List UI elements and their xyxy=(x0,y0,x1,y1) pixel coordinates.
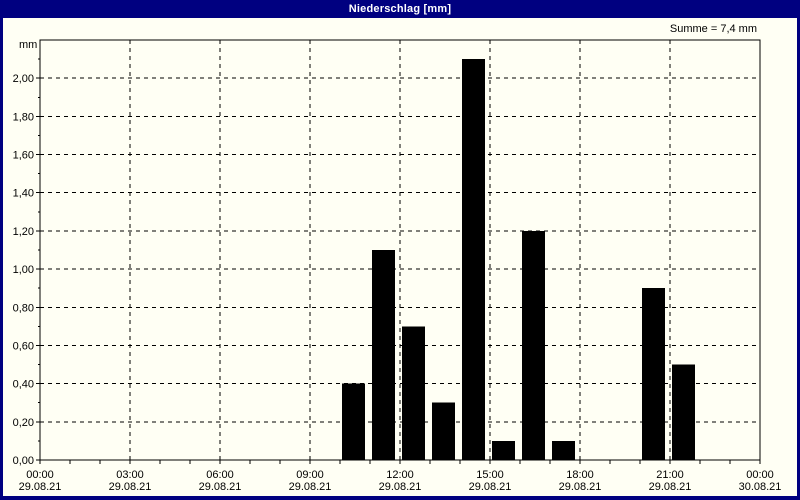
x-time-label: 15:00 xyxy=(476,469,504,481)
x-date-label: 29.08.21 xyxy=(109,481,152,493)
gridlines xyxy=(40,40,760,460)
x-date-label: 29.08.21 xyxy=(379,481,422,493)
bar xyxy=(342,383,365,460)
x-date-label: 29.08.21 xyxy=(649,481,692,493)
title-bar: Niederschlag [mm] xyxy=(0,0,800,18)
y-tick-label: 2,00 xyxy=(13,73,34,85)
x-time-label: 03:00 xyxy=(116,469,144,481)
y-tick-label: 1,00 xyxy=(13,264,34,276)
x-time-label: 12:00 xyxy=(386,469,414,481)
chart-area: Summe = 7,4 mm mm 0,00 0,20 0,40 0,60 0,80 1,… xyxy=(3,18,797,496)
bar xyxy=(522,230,545,460)
x-date-label: 29.08.21 xyxy=(199,481,242,493)
bar xyxy=(642,288,665,460)
y-tick-label: 0,00 xyxy=(13,455,34,467)
y-tick-label: 1,20 xyxy=(13,226,34,238)
window-title: Niederschlag [mm] xyxy=(348,3,452,15)
x-time-label: 21:00 xyxy=(656,469,684,481)
y-tick-label: 1,80 xyxy=(13,111,34,123)
y-axis-unit-label: mm xyxy=(19,39,38,51)
x-date-label: 30.08.21 xyxy=(739,481,782,493)
y-tick-label: 0,20 xyxy=(13,417,34,429)
bar xyxy=(432,402,455,460)
bar xyxy=(492,440,515,460)
y-tick-label: 0,60 xyxy=(13,340,34,352)
bar xyxy=(402,326,425,460)
y-tick-label: 1,60 xyxy=(13,150,34,162)
bar xyxy=(672,364,695,460)
bar xyxy=(462,59,485,460)
y-tick-label: 1,40 xyxy=(13,188,34,200)
x-time-label: 18:00 xyxy=(566,469,594,481)
bar xyxy=(552,440,575,460)
x-time-label: 00:00 xyxy=(26,469,54,481)
bar xyxy=(372,250,395,460)
x-date-label: 29.08.21 xyxy=(469,481,512,493)
sum-label: Summe = 7,4 mm xyxy=(669,23,757,35)
x-time-label: 09:00 xyxy=(296,469,324,481)
x-date-label: 29.08.21 xyxy=(289,481,332,493)
x-date-label: 29.08.21 xyxy=(19,481,62,493)
axis-ticks xyxy=(36,58,761,464)
y-tick-label: 0,80 xyxy=(13,302,34,314)
x-time-label: 00:00 xyxy=(746,469,774,481)
precipitation-bar-chart: 0,00 0,20 0,40 0,60 0,80 1,00 1,20 1,40 1,60 1,80… xyxy=(13,39,782,493)
y-axis-labels: 0,00 0,20 0,40 0,60 0,80 1,00 1,20 1,40 1,60 1,80… xyxy=(13,73,34,467)
x-axis-labels: 00:0029.08.2103:0029.08.2106:0029.08.210… xyxy=(19,469,782,493)
x-time-label: 06:00 xyxy=(206,469,234,481)
y-tick-label: 0,40 xyxy=(13,379,34,391)
x-date-label: 29.08.21 xyxy=(559,481,602,493)
bars xyxy=(342,59,695,460)
